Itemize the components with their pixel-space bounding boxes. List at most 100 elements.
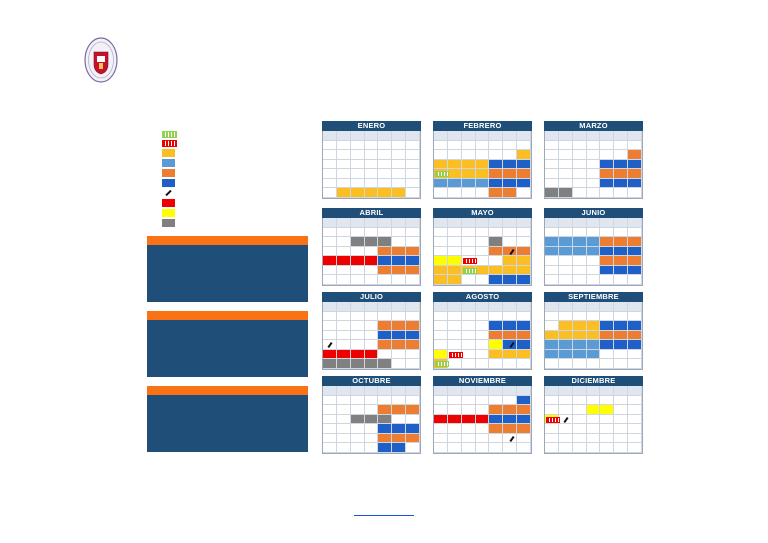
day-cell xyxy=(461,433,476,443)
day-cell xyxy=(406,349,420,359)
day-cell xyxy=(461,321,476,331)
day-cell xyxy=(517,433,531,443)
day-cell xyxy=(475,395,490,405)
weekday-header-cell xyxy=(378,131,393,141)
day-cell xyxy=(586,246,601,256)
day-cell xyxy=(378,256,393,266)
day-cell xyxy=(503,359,518,369)
day-cell xyxy=(364,330,379,340)
day-cell xyxy=(517,265,531,275)
day-cell xyxy=(614,188,629,198)
day-cell xyxy=(406,188,420,198)
info-panel-3 xyxy=(147,386,308,452)
day-cell xyxy=(336,340,351,350)
day-cell xyxy=(434,188,448,198)
day-cell xyxy=(461,227,476,237)
day-cell xyxy=(614,227,629,237)
day-cell xyxy=(323,275,337,285)
day-cell xyxy=(406,265,420,275)
legend-swatch-red-pattern xyxy=(162,140,177,147)
day-cell xyxy=(406,330,420,340)
day-cell xyxy=(572,395,587,405)
day-cell xyxy=(475,359,490,369)
day-cell xyxy=(517,405,531,415)
day-cell xyxy=(461,349,476,359)
day-cell xyxy=(545,227,559,237)
day-cell xyxy=(447,359,462,369)
day-cell xyxy=(364,227,379,237)
weekday-header-cell xyxy=(475,218,490,228)
day-cell xyxy=(600,443,615,453)
day-cell xyxy=(434,443,448,453)
day-cell xyxy=(517,246,531,256)
footer-link[interactable] xyxy=(354,515,414,516)
weekday-header-cell xyxy=(336,131,351,141)
day-cell xyxy=(350,246,365,256)
day-cell xyxy=(558,443,573,453)
day-cell xyxy=(545,395,559,405)
day-cell xyxy=(628,275,642,285)
day-cell xyxy=(600,330,615,340)
day-cell xyxy=(364,188,379,198)
legend-swatch-green-pattern xyxy=(162,131,177,138)
day-cell xyxy=(558,359,573,369)
weekday-header-cell xyxy=(600,302,615,312)
day-cell xyxy=(434,330,448,340)
day-cell xyxy=(572,275,587,285)
day-cell xyxy=(336,188,351,198)
day-cell xyxy=(364,169,379,179)
day-cell xyxy=(628,169,642,179)
day-cell xyxy=(517,227,531,237)
day-cell xyxy=(503,227,518,237)
month-calendar-septiembre: SEPTIEMBRE xyxy=(544,292,643,370)
day-cell xyxy=(614,321,629,331)
month-calendar-julio: JULIO xyxy=(322,292,421,370)
day-cell xyxy=(392,443,407,453)
weekday-header-cell xyxy=(364,386,379,396)
day-cell xyxy=(517,395,531,405)
day-cell xyxy=(572,140,587,150)
day-cell xyxy=(558,395,573,405)
day-cell xyxy=(447,140,462,150)
day-cell xyxy=(406,256,420,266)
weekday-header-cell xyxy=(600,131,615,141)
day-cell xyxy=(517,159,531,169)
weekday-header-cell xyxy=(614,218,629,228)
day-cell xyxy=(614,395,629,405)
day-cell xyxy=(600,311,615,321)
day-cell xyxy=(447,405,462,415)
day-cell xyxy=(586,433,601,443)
day-cell xyxy=(434,414,448,424)
day-cell xyxy=(364,140,379,150)
day-cell xyxy=(628,140,642,150)
day-cell xyxy=(558,321,573,331)
day-cell xyxy=(434,265,448,275)
day-cell xyxy=(600,227,615,237)
day-cell xyxy=(350,414,365,424)
day-cell xyxy=(323,178,337,188)
weekday-header-cell xyxy=(489,218,504,228)
day-cell xyxy=(323,159,337,169)
weekday-header-cell xyxy=(378,386,393,396)
day-cell xyxy=(628,188,642,198)
month-calendar-agosto: AGOSTO xyxy=(433,292,532,370)
day-cell xyxy=(350,321,365,331)
weekday-header-cell xyxy=(558,386,573,396)
day-cell xyxy=(406,169,420,179)
day-cell xyxy=(336,275,351,285)
weekday-header-cell xyxy=(558,218,573,228)
day-cell xyxy=(614,150,629,160)
month-title: DICIEMBRE xyxy=(544,376,643,386)
day-cell xyxy=(600,265,615,275)
weekday-header-cell xyxy=(447,386,462,396)
day-cell xyxy=(406,443,420,453)
day-cell xyxy=(461,330,476,340)
legend-swatch-blue xyxy=(162,179,175,187)
weekday-header-cell xyxy=(586,386,601,396)
day-cell xyxy=(558,178,573,188)
day-cell xyxy=(517,169,531,179)
month-title: ABRIL xyxy=(322,208,421,218)
weekday-header-cell xyxy=(350,131,365,141)
day-cell xyxy=(586,424,601,434)
legend xyxy=(162,131,182,229)
